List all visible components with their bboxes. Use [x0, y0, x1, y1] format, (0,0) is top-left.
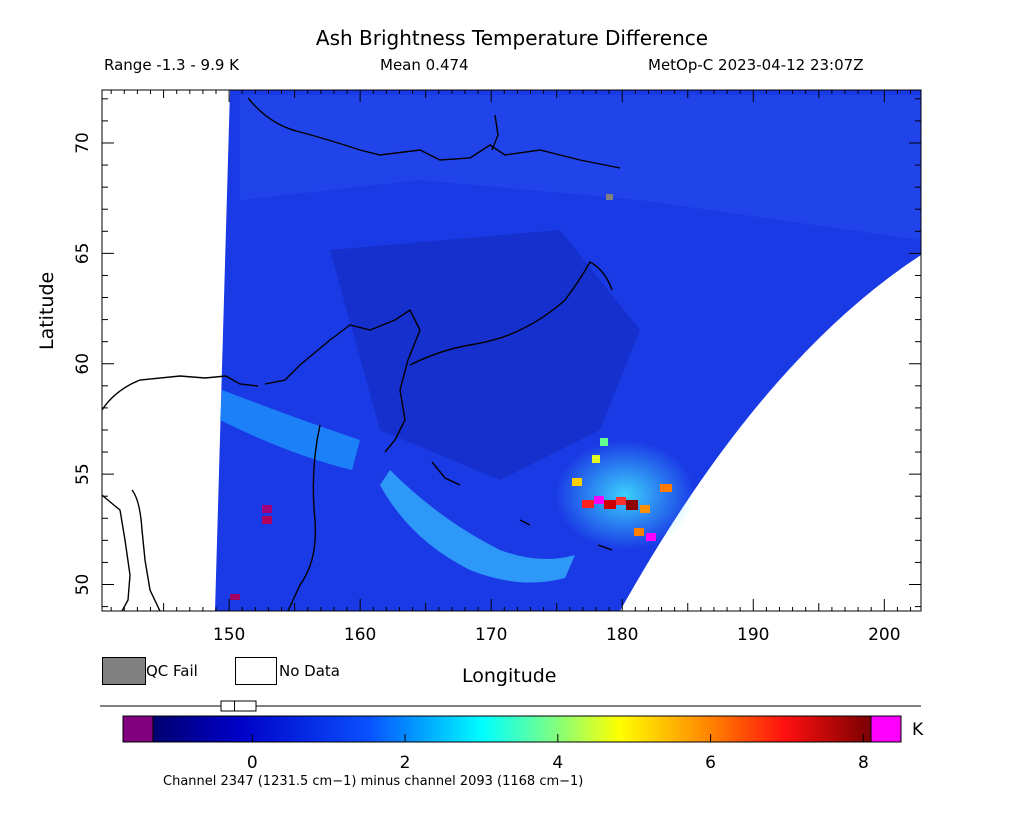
- colorbar-caption: Channel 2347 (1231.5 cm−1) minus channel…: [163, 774, 584, 789]
- colorbar-tick-label: 4: [552, 753, 563, 773]
- colorbar-ticks: 0 2 4 6 8: [247, 734, 869, 773]
- x-tick-label: 180: [606, 625, 638, 645]
- qc-fail-pixel: [606, 194, 613, 200]
- y-tick-label: 55: [73, 463, 93, 485]
- y-tick-label: 65: [73, 243, 93, 265]
- colorbar-tick-label: 8: [858, 753, 869, 773]
- colorbar-tick-label: 0: [247, 753, 258, 773]
- x-axis-label: Longitude: [462, 665, 557, 687]
- x-tick-label: 200: [868, 625, 900, 645]
- data-swath: [102, 90, 921, 611]
- colorbar-tick-label: 2: [400, 753, 411, 773]
- map-title: Ash Brightness Temperature Difference: [315, 26, 709, 50]
- x-tick-label: 150: [213, 625, 245, 645]
- colorbar-unit: K: [912, 720, 924, 740]
- colorbar-underflow: [122, 715, 154, 743]
- x-tick-label: 190: [737, 625, 769, 645]
- y-tick-label: 70: [73, 132, 93, 154]
- plume-hot-pixels: [230, 438, 672, 600]
- swath-upper-tone: [240, 95, 921, 240]
- plot-frame: [101, 89, 922, 612]
- satellite-time-readout: MetOp-C 2023-04-12 23:07Z: [648, 56, 864, 74]
- y-tick-label: 50: [73, 574, 93, 596]
- ash-band-west: [220, 390, 360, 470]
- no-data-swatch: [235, 657, 277, 685]
- swath-dark-interior: [330, 230, 640, 480]
- colorbar-gradient: [152, 715, 872, 743]
- colorbar-overflow: [870, 715, 902, 743]
- y-axis-label: Latitude: [36, 271, 58, 350]
- qc-fail-label: QC Fail: [146, 662, 198, 680]
- range-readout: Range -1.3 - 9.9 K: [104, 56, 239, 74]
- y-axis: 50 55 60 65 70: [73, 98, 921, 608]
- qc-fail-swatch: [102, 657, 146, 685]
- colorbar-tick-label: 6: [705, 753, 716, 773]
- mean-readout: Mean 0.474: [380, 56, 469, 74]
- ash-arc: [380, 470, 575, 583]
- x-tick-label: 170: [475, 625, 507, 645]
- plume-core-glow: [555, 440, 695, 550]
- no-data-label: No Data: [279, 662, 340, 680]
- y-tick-label: 60: [73, 353, 93, 375]
- coastlines: [102, 97, 621, 611]
- range-mean-marker: [220, 700, 257, 712]
- x-axis: 150 160 170 180 190 200: [110, 90, 912, 645]
- x-tick-label: 160: [344, 625, 376, 645]
